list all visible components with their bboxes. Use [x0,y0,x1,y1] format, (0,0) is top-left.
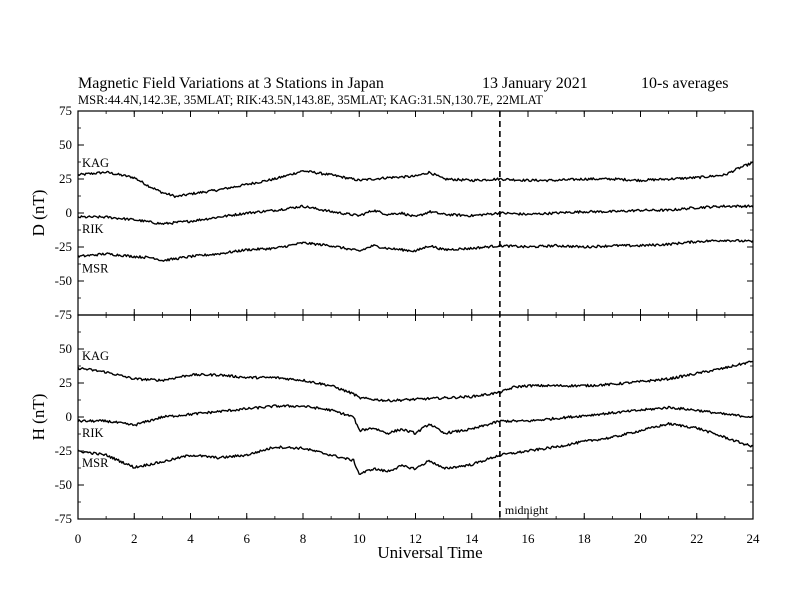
series-label-d-rik: RIK [82,222,104,236]
series-h-kag [77,360,754,403]
x-tick-label: 8 [300,531,307,546]
x-tick-label: 18 [578,531,591,546]
x-tick-label: 12 [409,531,422,546]
x-tick-label: 24 [747,531,761,546]
series-h-rik [77,404,754,435]
series-label-d-msr: MSR [82,262,109,276]
y-tick-label: 25 [59,375,72,390]
x-tick-label: 10 [353,531,366,546]
y-tick-label: -50 [55,477,72,492]
chart-date: 13 January 2021 [482,75,588,92]
y-tick-label: -75 [55,511,72,526]
x-axis: 0 2 4 6 8 10 12 14 16 18 20 22 24 [75,531,760,546]
y-tick-label: -25 [55,239,72,254]
y-tick-label: 25 [59,171,72,186]
x-tick-label: 2 [131,531,138,546]
panel-frame [77,110,754,316]
y-tick-label: 50 [59,137,72,152]
panel-h-horizontal: 50 25 0 -25 -50 -75 H (nT) KAG RIK MSR [29,314,754,526]
y-tick-label: 0 [66,409,73,424]
x-tick-label: 14 [465,531,479,546]
y-axis-label-h: H (nT) [29,394,48,441]
x-tick-label: 22 [690,531,703,546]
x-tick-label: 4 [187,531,194,546]
chart-title: Magnetic Field Variations at 3 Stations … [78,75,384,92]
panel-frame [77,314,754,520]
x-axis-label: Universal Time [377,543,482,562]
series-label-h-rik: RIK [82,426,104,440]
y-tick-label: -50 [55,273,72,288]
chart-subtitle: MSR:44.4N,142.3E, 35MLAT; RIK:43.5N,143.… [78,93,543,107]
panel-d-declination: 75 50 25 0 -25 -50 -75 D (nT) KAG RIK MSR [29,103,754,322]
y-axis-label-d: D (nT) [29,190,48,237]
y-tick-label: -75 [55,307,72,322]
y-tick-label: 0 [66,205,73,220]
series-label-h-kag: KAG [82,349,109,363]
series-d-msr [77,239,754,262]
x-tick-label: 0 [75,531,82,546]
y-tick-label: 75 [59,103,72,118]
series-h-msr [77,422,754,475]
chart-averaging: 10-s averages [641,75,729,92]
series-label-h-msr: MSR [82,456,109,470]
x-tick-label: 20 [634,531,647,546]
series-d-rik [77,204,754,225]
midnight-label: midnight [505,503,549,517]
series-d-kag [77,161,754,199]
x-tick-label: 6 [244,531,251,546]
y-tick-label: 50 [59,341,72,356]
x-tick-label: 16 [522,531,536,546]
series-label-d-kag: KAG [82,156,109,170]
y-tick-label: -25 [55,443,72,458]
